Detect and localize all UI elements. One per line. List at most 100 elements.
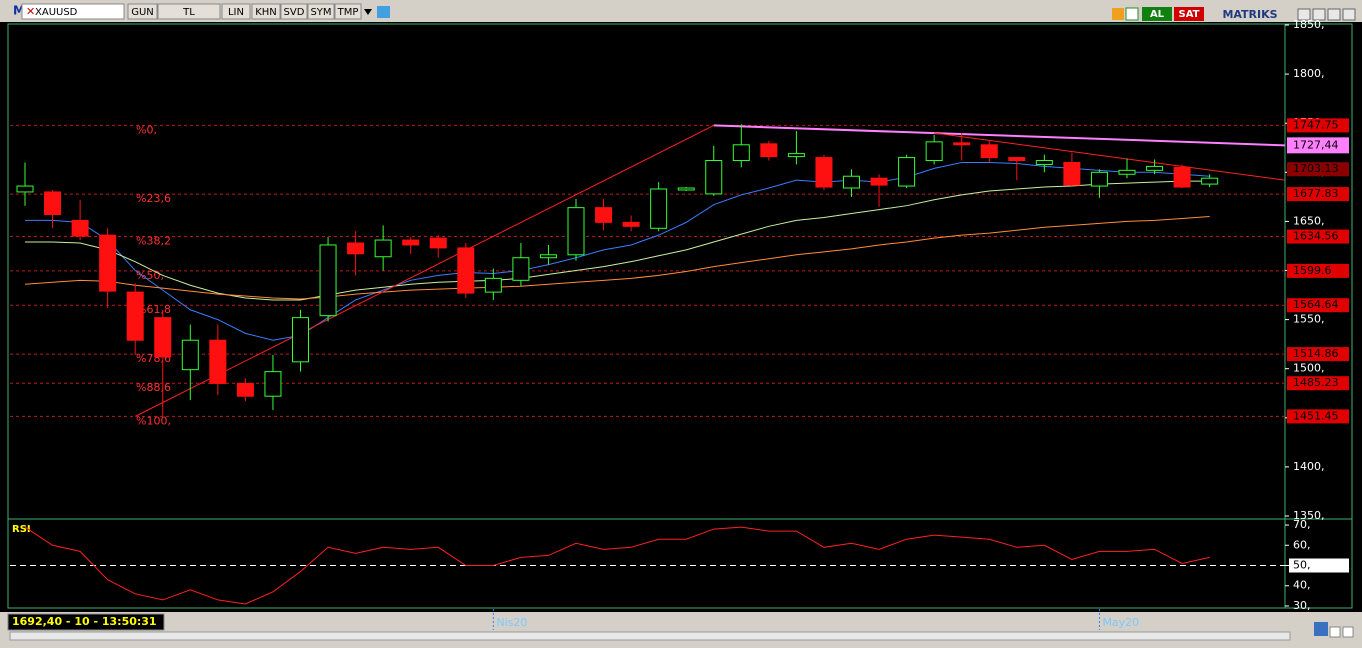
candle-body	[374, 239, 392, 258]
trendline	[934, 132, 1286, 181]
toolbar-button[interactable]: SYM	[310, 7, 331, 18]
candle-body	[1118, 169, 1136, 175]
toolbar-button[interactable]: LIN	[228, 7, 244, 18]
price-tag: 1747.75	[1293, 118, 1339, 131]
candle-body	[126, 291, 144, 341]
toolbar-button-bg[interactable]	[307, 3, 335, 20]
rsi-line	[24, 526, 1210, 605]
candle-body	[980, 144, 998, 159]
price-tag-bg	[1287, 409, 1349, 424]
candle-body	[484, 277, 502, 293]
price-tag: 1564.64	[1293, 298, 1339, 311]
symbol-icon: ✕	[26, 5, 35, 18]
sell-button[interactable]: SAT	[1179, 9, 1200, 20]
candle-body	[732, 144, 750, 162]
toolbar-button-bg[interactable]	[334, 3, 362, 20]
rsi-title: RSI	[12, 524, 31, 535]
toolbar-button-bg[interactable]	[221, 3, 251, 20]
fib-label: %100,	[136, 414, 171, 427]
refresh-icon[interactable]	[1314, 622, 1328, 636]
candle-body	[953, 142, 971, 146]
rsi-tick-label: 30,	[1293, 599, 1311, 612]
candle-body	[347, 242, 365, 255]
toolbar-button-bg[interactable]	[157, 3, 221, 20]
y-tick-label: 1550,	[1293, 313, 1325, 326]
moving-average	[25, 161, 1210, 341]
dropdown-arrow[interactable]	[364, 9, 372, 15]
tool-icon[interactable]	[1112, 8, 1124, 20]
candle-body	[512, 257, 530, 281]
toolbar-button[interactable]: GUN	[131, 7, 154, 18]
candle-body	[650, 188, 668, 229]
rsi-tick-label: 40,	[1293, 579, 1311, 592]
symbol-box[interactable]	[21, 3, 125, 20]
price-tag-bg	[1287, 298, 1349, 313]
price-tag-bg	[1287, 347, 1349, 362]
y-tick-label: 1400,	[1293, 460, 1325, 473]
candle-body	[181, 339, 199, 371]
buy-button[interactable]: AL	[1150, 9, 1165, 20]
buy-bg[interactable]	[1142, 7, 1172, 21]
twitter-icon[interactable]	[377, 6, 390, 18]
price-tag: 1599.6	[1293, 264, 1332, 277]
fib-label: %88,6	[136, 381, 171, 394]
restore[interactable]	[1327, 8, 1341, 21]
y-tick-label: 1650,	[1293, 214, 1325, 227]
rsi-tick-label: 50,	[1293, 559, 1311, 572]
status-text: 1692,40 - 10 - 13:50:31	[12, 615, 157, 628]
toolbar-button[interactable]: TMP	[337, 7, 359, 18]
y-tick-label: 1350,	[1293, 509, 1325, 522]
x-label: May20	[1102, 616, 1139, 629]
price-tag: 1677.83	[1293, 187, 1339, 200]
toolbar-button[interactable]: SVD	[284, 7, 305, 18]
candle-body	[71, 219, 89, 237]
candle-body	[264, 371, 282, 397]
candle-body	[154, 317, 172, 358]
tool-icon[interactable]	[1125, 7, 1139, 21]
price-tag: 1451.45	[1293, 409, 1339, 422]
toolbar-button-bg[interactable]	[251, 3, 281, 20]
candle-body	[16, 185, 34, 193]
candle-body	[760, 143, 778, 158]
sell-bg[interactable]	[1174, 7, 1204, 21]
price-tag-bg	[1287, 118, 1349, 133]
toolbar-button[interactable]: KHN	[255, 7, 277, 18]
y-tick-label: 1850,	[1293, 18, 1325, 31]
candle-body	[209, 339, 227, 384]
fib-label: %61,8	[136, 303, 171, 316]
fib-label: %38,2	[136, 235, 171, 248]
close[interactable]	[1342, 8, 1356, 21]
candle-body	[870, 177, 888, 186]
candle-body	[677, 187, 695, 191]
symbol: XAUUSD	[35, 7, 78, 18]
candle-body	[1201, 177, 1219, 185]
y-tick-label: 1500,	[1293, 362, 1325, 375]
maximize[interactable]	[1312, 8, 1326, 21]
y-tick-label: 1800,	[1293, 67, 1325, 80]
toolbar-button-bg[interactable]	[280, 3, 308, 20]
rsi-ref-box	[1289, 558, 1349, 573]
scroll-left[interactable]	[1329, 626, 1341, 638]
candle-body	[815, 157, 833, 188]
scrollbar[interactable]	[9, 631, 1291, 641]
candle-body	[567, 207, 585, 256]
candle-body	[898, 157, 916, 187]
scroll-right[interactable]	[1342, 626, 1354, 638]
price-tag: 1514.86	[1293, 347, 1339, 360]
toolbar-button-bg[interactable]	[127, 3, 158, 20]
candle-body	[1146, 165, 1164, 171]
trend-tag-bg	[1287, 137, 1349, 154]
logo[interactable]: M	[13, 4, 25, 18]
minimize[interactable]	[1297, 8, 1311, 21]
toolbar-button[interactable]: TL	[182, 7, 195, 18]
candle-body	[292, 317, 309, 363]
fib-label: %50,	[136, 269, 164, 282]
candle-body	[1063, 161, 1081, 186]
price-tag-bg	[1287, 229, 1349, 244]
candle-body	[1008, 157, 1026, 162]
fib-label: %23,6	[136, 192, 171, 205]
trendline	[134, 124, 714, 417]
last-price-bg	[1287, 162, 1349, 177]
candle-body	[44, 191, 62, 216]
rsi-tick-label: 70,	[1293, 518, 1311, 531]
